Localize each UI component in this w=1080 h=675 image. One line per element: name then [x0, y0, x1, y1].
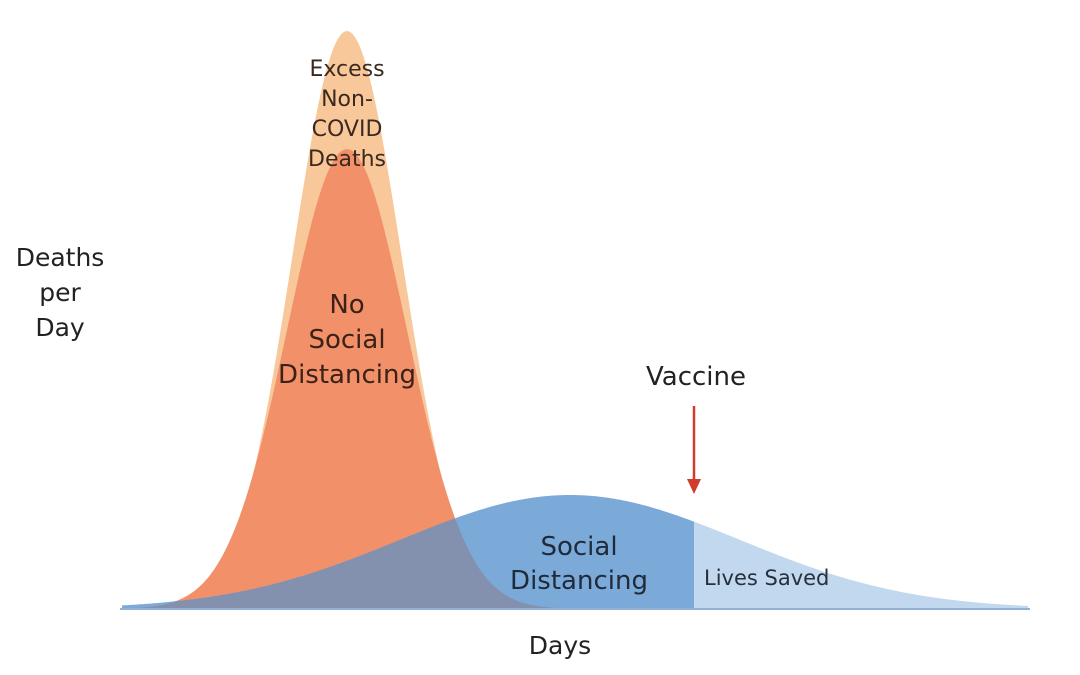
vaccine-label: Vaccine — [646, 362, 746, 392]
social-distancing-label: Social Distancing — [510, 532, 648, 596]
no-social-distancing-label: No Social Distancing — [278, 290, 416, 390]
overlap-area — [122, 518, 640, 609]
excess-deaths-label: Excess Non- COVID Deaths — [308, 57, 386, 172]
x-axis-label: Days — [528, 631, 592, 660]
lives-saved-label: Lives Saved — [704, 566, 830, 590]
no-social-distancing-area — [122, 149, 640, 609]
vaccine-arrow-head — [687, 479, 701, 494]
lives-saved-area — [694, 521, 1028, 609]
y-axis-label: Deaths per Day — [15, 243, 105, 342]
